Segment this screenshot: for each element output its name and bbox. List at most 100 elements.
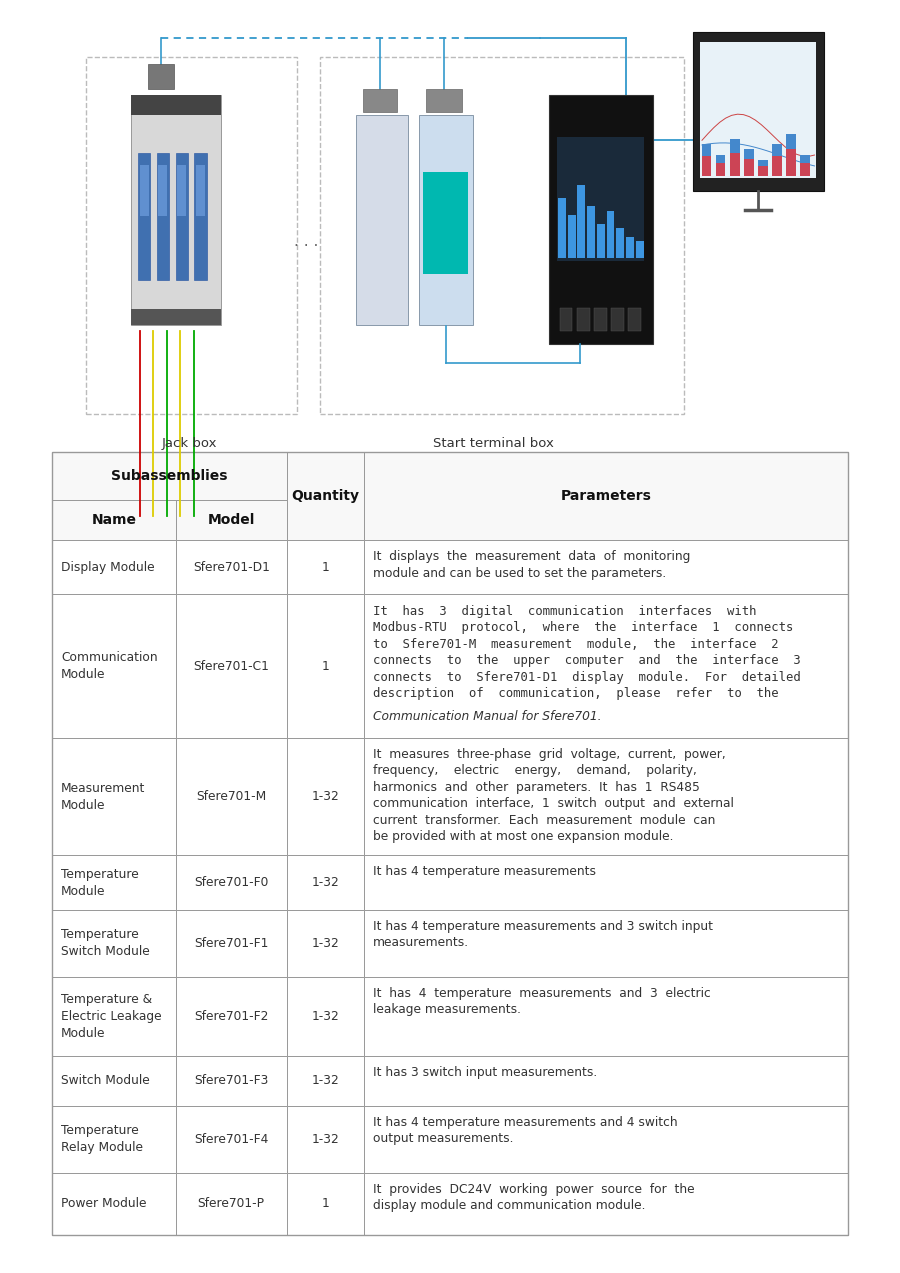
Bar bbox=[52, 452, 848, 1235]
Bar bbox=[364, 1057, 848, 1106]
Bar bbox=[194, 153, 207, 280]
Bar bbox=[287, 452, 365, 540]
Bar bbox=[356, 115, 408, 325]
Bar bbox=[176, 500, 287, 540]
Bar bbox=[287, 738, 365, 855]
Bar bbox=[364, 855, 848, 910]
Bar bbox=[176, 540, 287, 594]
Bar bbox=[287, 1057, 365, 1106]
Text: 1-32: 1-32 bbox=[311, 1009, 339, 1023]
Text: Sfere701-F0: Sfere701-F0 bbox=[194, 876, 268, 889]
Text: It has 4 temperature measurements and 3 switch input
measurements.: It has 4 temperature measurements and 3 … bbox=[374, 920, 713, 950]
Bar bbox=[577, 308, 590, 331]
Text: Sfere701-M: Sfere701-M bbox=[196, 791, 266, 803]
Bar bbox=[287, 976, 365, 1057]
Bar bbox=[693, 32, 824, 191]
Bar bbox=[426, 89, 462, 112]
Bar bbox=[52, 910, 176, 976]
Bar bbox=[730, 139, 740, 153]
Bar bbox=[176, 594, 287, 738]
Text: Temperature
Module: Temperature Module bbox=[61, 868, 139, 897]
Text: Sfere701-F4: Sfere701-F4 bbox=[194, 1133, 268, 1146]
Bar bbox=[363, 89, 397, 112]
Text: . . .: . . . bbox=[293, 234, 319, 250]
Text: 1: 1 bbox=[321, 1197, 329, 1211]
Text: 1-32: 1-32 bbox=[311, 1074, 339, 1087]
Text: Temperature
Switch Module: Temperature Switch Module bbox=[61, 928, 150, 959]
Bar bbox=[52, 452, 287, 500]
Bar bbox=[787, 149, 796, 176]
Bar bbox=[626, 237, 634, 258]
Bar bbox=[364, 910, 848, 976]
Bar bbox=[176, 1106, 287, 1172]
Bar bbox=[158, 165, 167, 216]
Bar bbox=[86, 57, 297, 414]
Text: Parameters: Parameters bbox=[561, 489, 652, 503]
Text: It  measures  three-phase  grid  voltage,  current,  power,
frequency,    electr: It measures three-phase grid voltage, cu… bbox=[374, 749, 734, 844]
Bar bbox=[176, 1172, 287, 1235]
Bar bbox=[157, 153, 169, 280]
Text: Switch Module: Switch Module bbox=[61, 1074, 150, 1087]
Bar bbox=[364, 594, 848, 738]
Text: Communication Manual for Sfere701.: Communication Manual for Sfere701. bbox=[374, 710, 601, 723]
Text: Subassemblies: Subassemblies bbox=[112, 468, 228, 482]
Text: Name: Name bbox=[92, 513, 137, 527]
Text: 1: 1 bbox=[321, 659, 329, 672]
Bar bbox=[364, 452, 848, 540]
Bar bbox=[702, 144, 711, 157]
Bar bbox=[176, 153, 188, 280]
Bar bbox=[176, 1057, 287, 1106]
Bar bbox=[196, 165, 205, 216]
Bar bbox=[716, 163, 725, 176]
Text: It has 4 temperature measurements: It has 4 temperature measurements bbox=[374, 866, 596, 878]
Bar bbox=[744, 159, 753, 176]
Bar bbox=[320, 57, 684, 414]
Bar bbox=[700, 42, 816, 178]
Bar bbox=[423, 172, 468, 274]
Bar bbox=[364, 976, 848, 1057]
Bar bbox=[594, 308, 607, 331]
Text: It has 3 switch input measurements.: It has 3 switch input measurements. bbox=[374, 1067, 598, 1080]
Bar bbox=[287, 594, 365, 738]
Text: Communication
Module: Communication Module bbox=[61, 651, 158, 681]
Bar bbox=[607, 210, 615, 258]
Text: Start terminal box: Start terminal box bbox=[433, 437, 554, 449]
Bar bbox=[587, 206, 595, 258]
Text: Sfere701-C1: Sfere701-C1 bbox=[194, 659, 269, 672]
Text: Temperature
Relay Module: Temperature Relay Module bbox=[61, 1124, 143, 1155]
Bar bbox=[772, 157, 782, 176]
Text: Quantity: Quantity bbox=[292, 489, 359, 503]
Bar bbox=[616, 228, 624, 258]
Bar bbox=[52, 594, 176, 738]
Text: Sfere701-F1: Sfere701-F1 bbox=[194, 937, 268, 950]
Text: Sfere701-D1: Sfere701-D1 bbox=[193, 560, 270, 574]
Bar bbox=[560, 308, 572, 331]
Bar bbox=[800, 163, 810, 176]
Text: It  provides  DC24V  working  power  source  for  the
display module and communi: It provides DC24V working power source f… bbox=[374, 1183, 695, 1212]
Bar bbox=[52, 540, 176, 594]
Text: 1-32: 1-32 bbox=[311, 876, 339, 889]
Bar bbox=[557, 137, 644, 261]
Text: It has 4 temperature measurements and 4 switch
output measurements.: It has 4 temperature measurements and 4 … bbox=[374, 1116, 678, 1146]
Bar bbox=[744, 149, 753, 159]
Text: Display Module: Display Module bbox=[61, 560, 155, 574]
Bar bbox=[287, 855, 365, 910]
Bar bbox=[364, 540, 848, 594]
Text: Temperature &
Electric Leakage
Module: Temperature & Electric Leakage Module bbox=[61, 993, 162, 1040]
Bar bbox=[597, 224, 605, 258]
Text: It  has  3  digital  communication  interfaces  with
Modbus-RTU  protocol,  wher: It has 3 digital communication interface… bbox=[374, 605, 801, 700]
Bar bbox=[177, 165, 186, 216]
Bar bbox=[52, 738, 176, 855]
Bar bbox=[549, 95, 652, 344]
Bar bbox=[176, 910, 287, 976]
Bar bbox=[611, 308, 624, 331]
Bar bbox=[176, 738, 287, 855]
Bar bbox=[364, 1106, 848, 1172]
Bar bbox=[758, 160, 768, 165]
Text: It  has  4  temperature  measurements  and  3  electric
leakage measurements.: It has 4 temperature measurements and 3 … bbox=[374, 987, 711, 1016]
Bar bbox=[635, 241, 644, 258]
Bar bbox=[138, 153, 150, 280]
Bar bbox=[578, 185, 585, 258]
Text: 1: 1 bbox=[321, 560, 329, 574]
Bar bbox=[287, 1106, 365, 1172]
